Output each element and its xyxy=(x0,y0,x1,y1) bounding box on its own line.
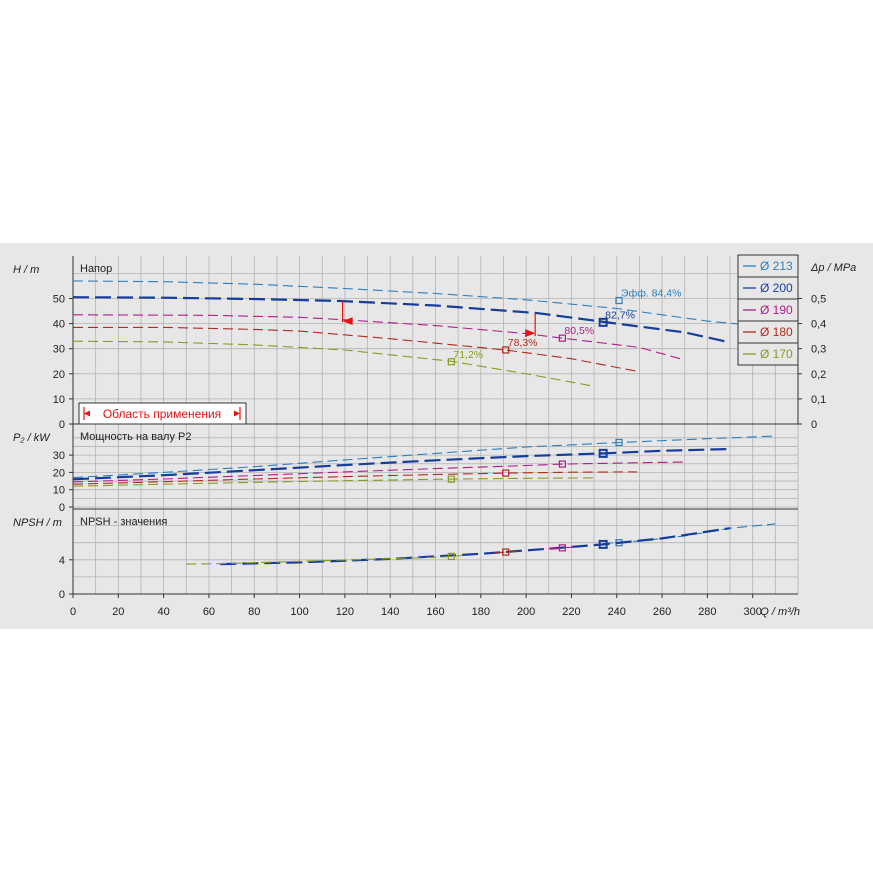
y-tick-label: 10 xyxy=(53,394,65,406)
duty-point-marker xyxy=(447,358,455,366)
legend-label: Ø 200 xyxy=(760,281,793,295)
efficiency-label: 71,2% xyxy=(453,349,483,361)
x-tick-label: 100 xyxy=(290,606,308,618)
legend-label: Ø 180 xyxy=(760,325,793,339)
y-tick-label: 40 xyxy=(53,319,65,331)
x-axis-label: Q / m³/h xyxy=(760,606,800,618)
legend-label: Ø 170 xyxy=(760,347,793,361)
y-tick-label: 10 xyxy=(53,485,65,497)
duty-point-marker xyxy=(447,475,455,483)
duty-point-marker xyxy=(558,334,566,342)
curve-213 xyxy=(72,435,776,479)
duty-point-marker xyxy=(598,448,608,458)
y2-tick-label: 0,3 xyxy=(811,344,826,356)
duty-point-marker xyxy=(598,539,608,549)
curve-170 xyxy=(72,477,595,487)
legend-label: Ø 190 xyxy=(760,303,793,317)
pane-title: NPSH - значения xyxy=(80,516,167,528)
curve-190 xyxy=(72,461,685,483)
y-tick-label: 4 xyxy=(59,555,65,567)
x-tick-label: 0 xyxy=(70,606,76,618)
y-tick-label: 50 xyxy=(53,294,65,306)
legend-label: Ø 213 xyxy=(760,259,793,273)
efficiency-label: Эфф. 84,4% xyxy=(621,288,681,300)
y-tick-label: 20 xyxy=(53,467,65,479)
curve-200 xyxy=(72,296,731,344)
curve-213 xyxy=(72,280,776,328)
x-tick-label: 280 xyxy=(698,606,716,618)
y-axis-label: P₂ / kW xyxy=(13,432,51,444)
x-tick-label: 60 xyxy=(203,606,215,618)
operating-range-box-arrow-right xyxy=(234,410,240,417)
operating-range-label: Область применения xyxy=(103,407,221,421)
pump-performance-chart: 0 10 20 30 40 50 H / m Напор 0 10 20 30 P₂ / kW Мощно… xyxy=(0,243,873,629)
y-tick-label: 20 xyxy=(53,369,65,381)
curve-170 xyxy=(72,340,595,387)
duty-point-marker xyxy=(502,346,510,354)
y-tick-label: 0 xyxy=(59,502,65,514)
y-axis-label: NPSH / m xyxy=(13,517,62,529)
efficiency-label: 78,3% xyxy=(508,337,538,349)
curve-180 xyxy=(73,326,638,372)
y2-tick-label: 0,5 xyxy=(811,294,826,306)
duty-point-marker xyxy=(558,460,566,468)
pane-title: Напор xyxy=(80,263,112,275)
duty-point-marker xyxy=(558,544,566,552)
x-tick-label: 180 xyxy=(472,606,490,618)
curve-180 xyxy=(494,550,518,554)
y-tick-label: 30 xyxy=(53,344,65,356)
pane-title: Мощность на валу P2 xyxy=(80,431,192,443)
y-tick-label: 0 xyxy=(59,419,65,431)
curve-180 xyxy=(72,471,638,485)
y-axis-label: H / m xyxy=(13,264,39,276)
x-tick-label: 120 xyxy=(336,606,354,618)
duty-point-marker xyxy=(502,548,510,556)
duty-point-marker xyxy=(598,317,608,327)
x-tick-label: 260 xyxy=(653,606,671,618)
efficiency-label: 80,5% xyxy=(564,325,594,337)
curve-190 xyxy=(548,546,577,550)
x-tick-label: 220 xyxy=(562,606,580,618)
x-tick-label: 40 xyxy=(158,606,170,618)
x-tick-label: 80 xyxy=(248,606,260,618)
x-tick-label: 140 xyxy=(381,606,399,618)
curve-170 xyxy=(186,554,463,565)
x-tick-label: 160 xyxy=(426,606,444,618)
efficiency-label: 82,7% xyxy=(605,309,635,321)
y2-tick-label: 0,4 xyxy=(811,319,826,331)
x-tick-label: 300 xyxy=(744,606,762,618)
y2-axis-label: Δp / MPa xyxy=(810,262,856,274)
x-tick-label: 240 xyxy=(608,606,626,618)
x-tick-label: 20 xyxy=(112,606,124,618)
duty-point-marker xyxy=(447,552,455,560)
y-tick-label: 0 xyxy=(59,589,65,601)
operating-range-box-arrow-left xyxy=(84,410,90,417)
duty-point-marker xyxy=(502,469,510,477)
y-tick-label: 30 xyxy=(53,450,65,462)
operating-range-arrow-right xyxy=(525,329,536,338)
operating-range-arrow-left xyxy=(342,317,353,326)
curve-200 xyxy=(72,447,731,481)
y2-tick-label: 0,1 xyxy=(811,394,826,406)
x-tick-label: 200 xyxy=(517,606,535,618)
duty-point-marker xyxy=(615,296,623,305)
y2-tick-label: 0,2 xyxy=(811,369,826,381)
y2-tick-label: 0 xyxy=(811,419,817,431)
duty-point-marker xyxy=(615,438,623,447)
curve-190 xyxy=(72,314,685,361)
operating-range-box xyxy=(78,402,247,425)
